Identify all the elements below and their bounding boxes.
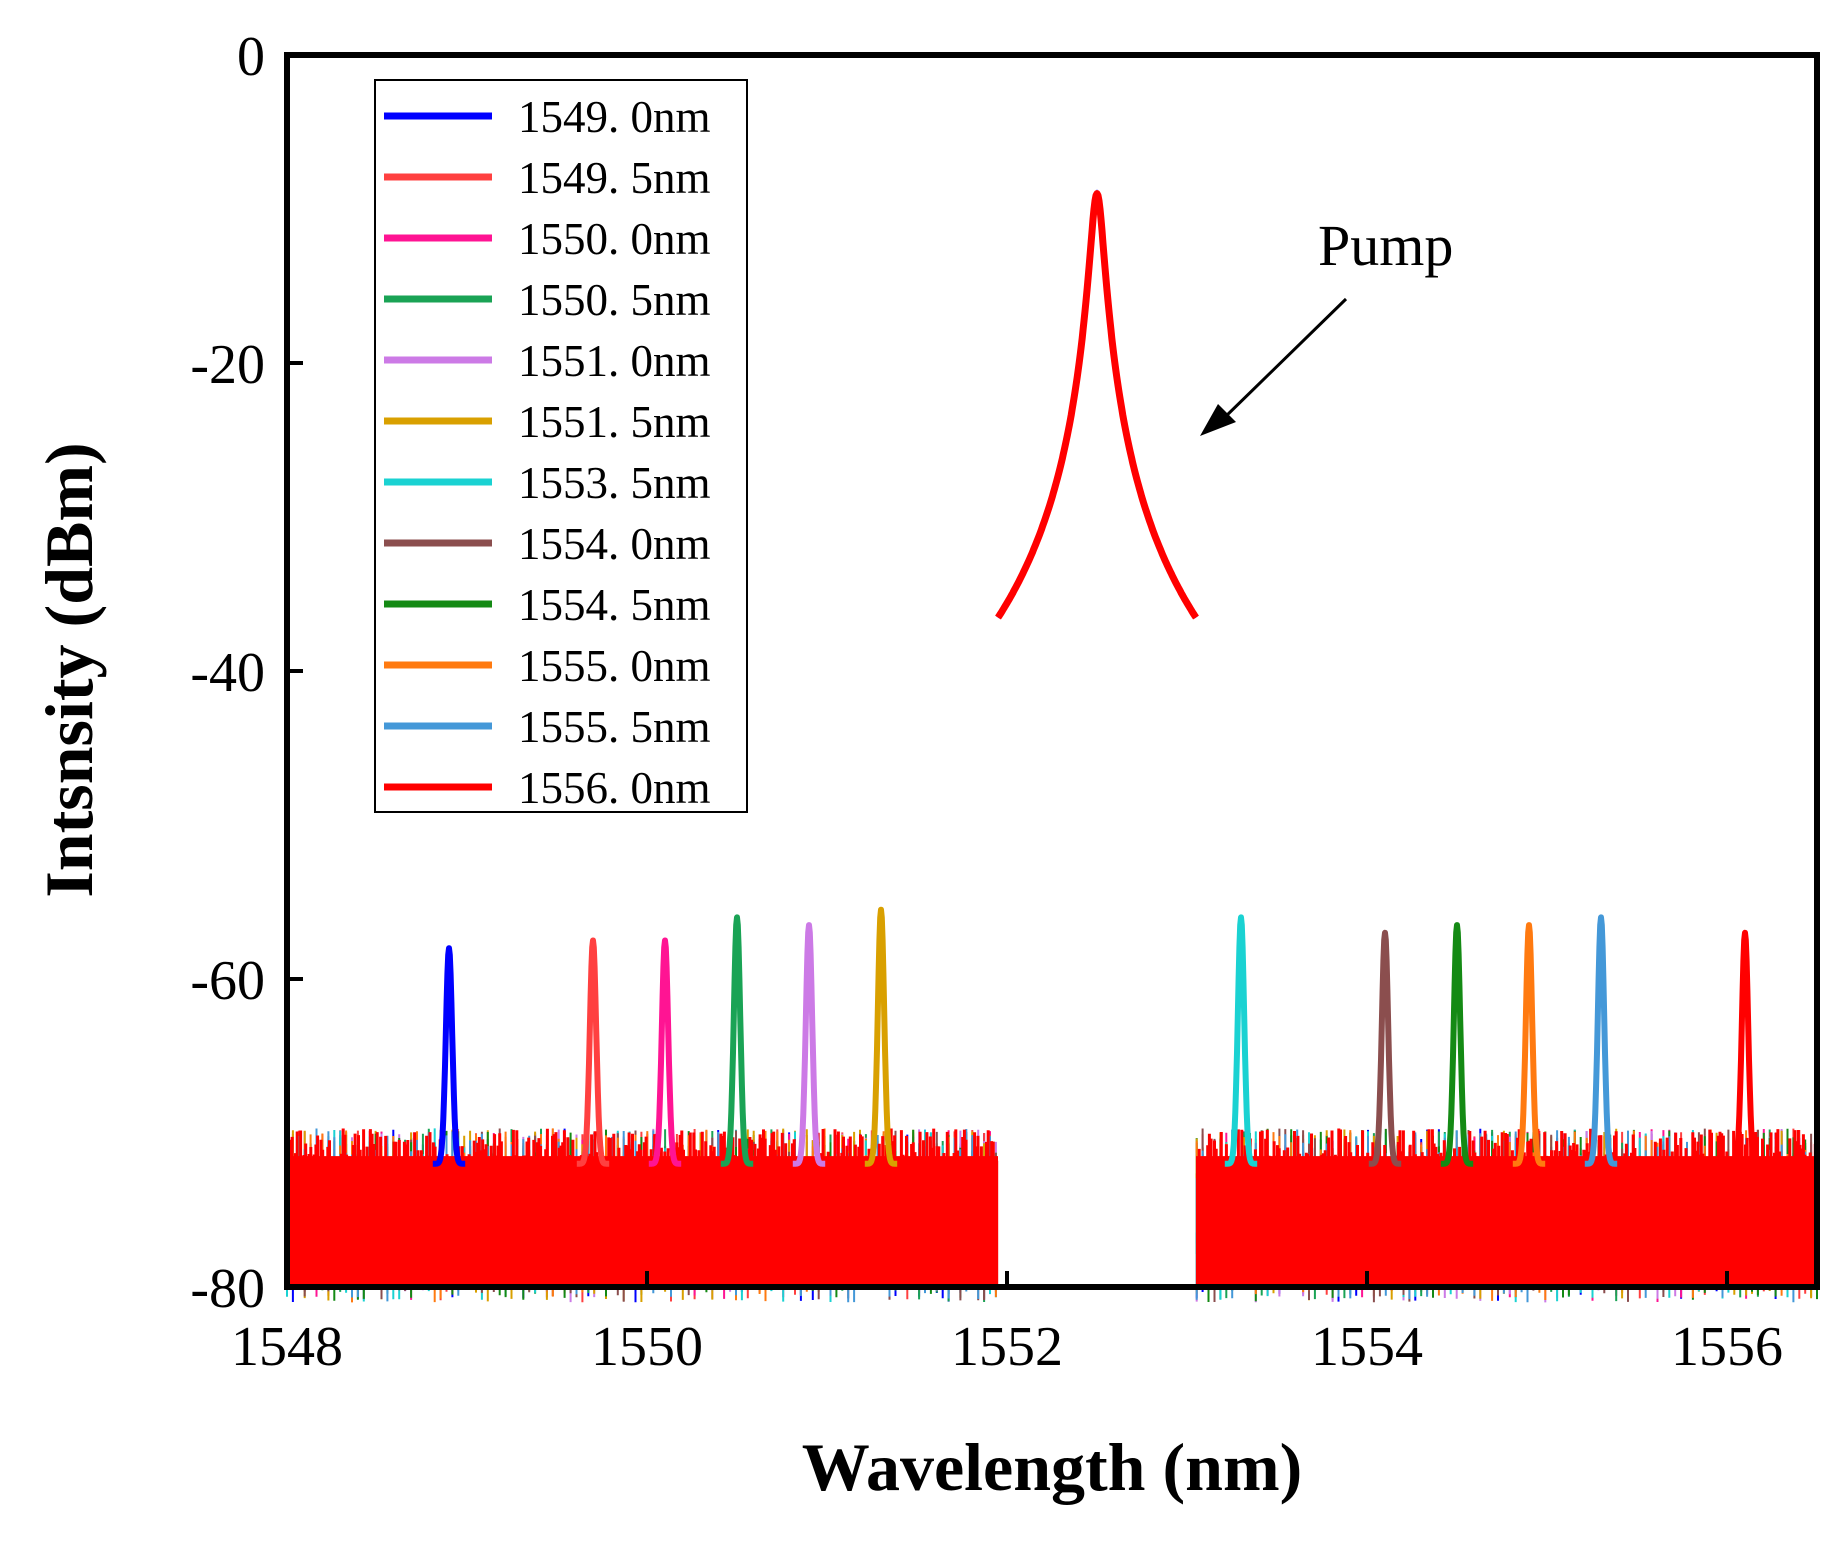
signal-peak <box>862 906 900 1167</box>
pump-arrow-head <box>1200 404 1236 436</box>
x-tick-label: 1548 <box>231 1316 343 1378</box>
legend-label: 1549. 5nm <box>518 153 711 203</box>
noise-fill-right <box>1196 1156 1817 1287</box>
x-tick-label: 1550 <box>591 1316 703 1378</box>
y-tick-label: -20 <box>190 334 265 396</box>
legend-label: 1549. 0nm <box>518 92 711 142</box>
legend: 1549. 0nm 1549. 5nm 1550. 0nm 1550. 5nm 1551… <box>374 79 748 813</box>
pump-arrow-shaft <box>1220 297 1348 422</box>
x-tick-label: 1552 <box>951 1316 1063 1378</box>
signal-peak <box>1366 929 1404 1167</box>
noise-fill-left <box>287 1156 998 1287</box>
legend-box <box>374 79 748 813</box>
signal-peak <box>430 945 468 1167</box>
signal-peak <box>1582 914 1620 1167</box>
signal-peak <box>1726 929 1764 1167</box>
y-tick-label: -60 <box>190 950 265 1012</box>
y-tick-label: 0 <box>237 26 265 88</box>
legend-label: 1551. 5nm <box>518 397 711 447</box>
pump-trace <box>995 190 1199 620</box>
signal-peak <box>718 914 756 1167</box>
x-tick-label: 1554 <box>1311 1316 1423 1378</box>
noise-layer <box>285 1128 1819 1303</box>
y-tick-label: -80 <box>190 1258 265 1320</box>
legend-label: 1554. 0nm <box>518 519 711 569</box>
signal-peak <box>790 922 828 1167</box>
y-tick-label: -40 <box>190 642 265 704</box>
pump-label: Pump <box>1318 213 1453 278</box>
legend-label: 1550. 0nm <box>518 214 711 264</box>
legend-label: 1553. 5nm <box>518 458 711 508</box>
x-tick-label: 1556 <box>1671 1316 1783 1378</box>
signal-peak <box>1222 914 1260 1167</box>
y-axis-title: Intsnsity (dBm) <box>31 442 107 897</box>
signal-peak <box>1510 922 1548 1167</box>
legend-label: 1554. 5nm <box>518 580 711 630</box>
signal-peak <box>1438 922 1476 1167</box>
pump-trace-underlay <box>996 189 1198 619</box>
legend-label: 1556. 0nm <box>518 763 711 813</box>
ticks-layer: 1548 1550 1552 1554 1556 0 -20 -40 -60 -80 <box>190 26 1783 1378</box>
x-axis-title: Wavelength (nm) <box>802 1429 1303 1505</box>
legend-label: 1555. 0nm <box>518 641 711 691</box>
series-layer <box>430 189 1764 1167</box>
legend-label: 1555. 5nm <box>518 702 711 752</box>
legend-label: 1550. 5nm <box>518 275 711 325</box>
signal-peak <box>646 937 684 1167</box>
signal-peak <box>574 937 612 1167</box>
legend-label: 1551. 0nm <box>518 336 711 386</box>
annotation-layer: Pump <box>1200 213 1453 436</box>
